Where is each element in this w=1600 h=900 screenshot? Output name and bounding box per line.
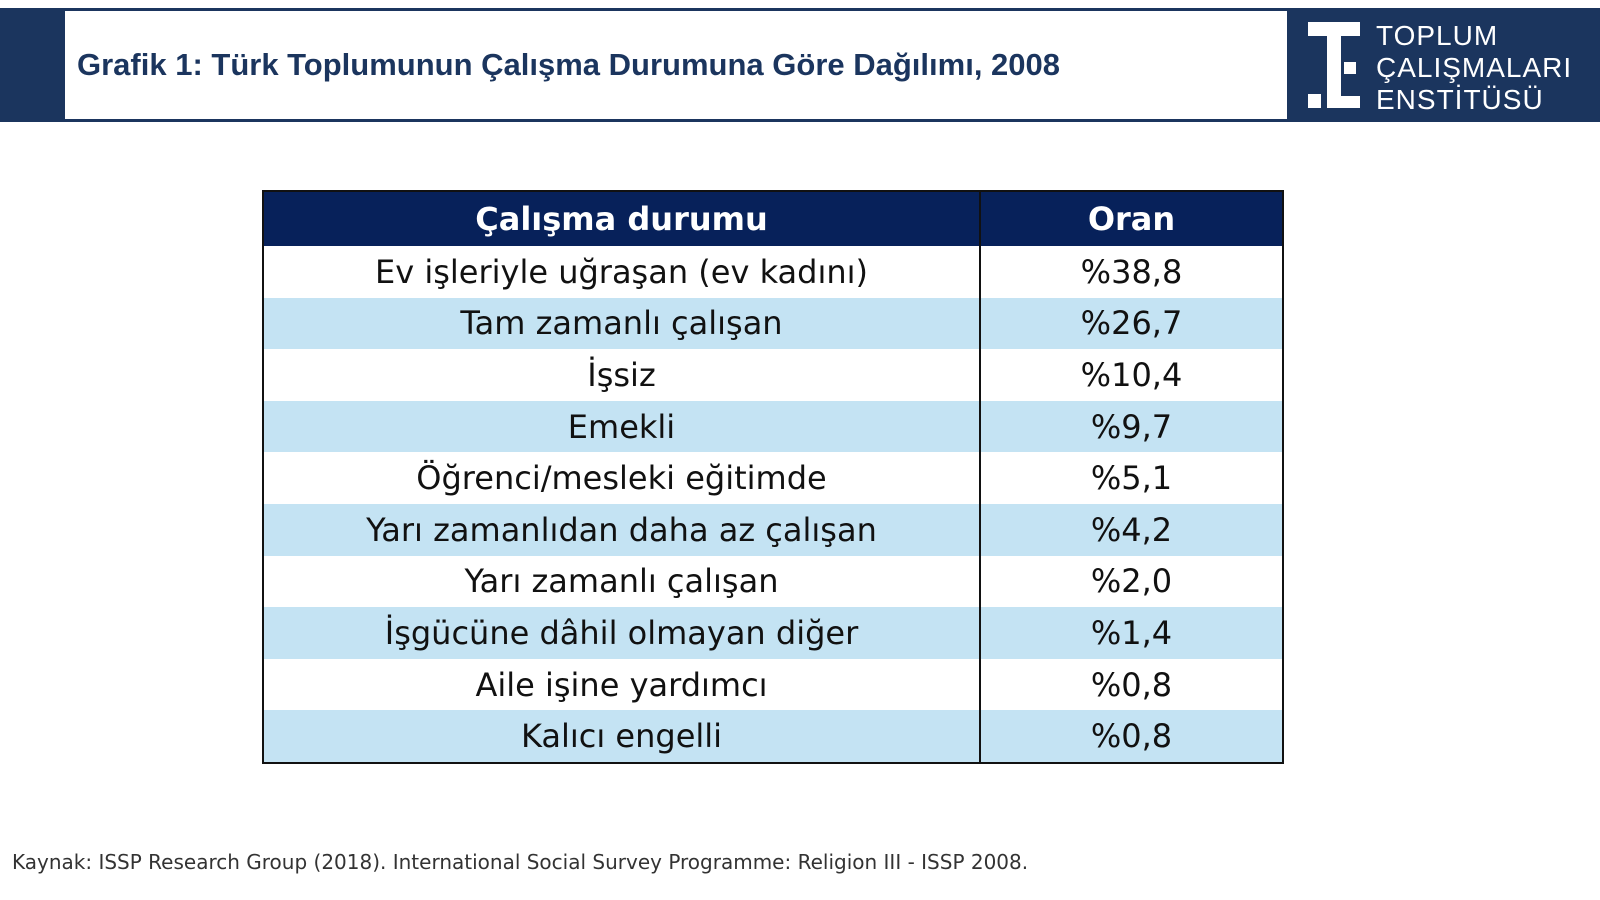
- rate-cell: %10,4: [1080, 355, 1183, 394]
- table-row: Aile işine yardımcı %0,8: [263, 658, 1283, 711]
- status-cell: Emekli: [263, 400, 981, 453]
- table-head: Çalışma durumu Oran: [263, 191, 1283, 246]
- status-cell: Öğrenci/mesleki eğitimde: [263, 452, 981, 504]
- source: Kaynak: ISSP Research Group (2018). Inte…: [12, 850, 1029, 874]
- rate-cell: %26,7: [980, 297, 1283, 350]
- logo-line: ÇALIŞMALARI: [1376, 52, 1573, 83]
- title: Grafik 1: Türk Toplumunun Çalışma Durumu…: [77, 47, 1061, 82]
- table-row: Yarı zamanlıdan daha az çalışan %4,2: [263, 503, 1283, 556]
- table-row: Tam zamanlı çalışan %26,7: [263, 297, 1283, 350]
- status-cell: Yarı zamanlı çalışan: [263, 555, 981, 608]
- status-cell: Ev işleriyle uğraşan (ev kadını): [263, 246, 981, 298]
- status-cell: Tam zamanlı çalışan: [263, 297, 981, 350]
- table-row: Yarı zamanlı çalışan %2,0: [263, 555, 1283, 608]
- logo-line: ENSTİTÜSÜ: [1376, 84, 1544, 115]
- header-bar: Grafik 1: Türk Toplumunun Çalışma Durumu…: [0, 8, 1600, 122]
- logo-line: TOPLUM: [1376, 20, 1499, 51]
- rate-cell: %1,4: [980, 607, 1283, 659]
- logo-icon: [1308, 22, 1360, 108]
- column-header: Çalışma durumu: [263, 191, 981, 246]
- status-cell: İşsiz: [263, 349, 981, 401]
- status-cell: Yarı zamanlıdan daha az çalışan: [263, 503, 981, 556]
- rate-cell: %5,1: [1090, 459, 1173, 498]
- title-box: Grafik 1: Türk Toplumunun Çalışma Durumu…: [65, 11, 1287, 119]
- table-row: İşsiz %10,4: [263, 349, 1283, 401]
- rate-cell: %38,8: [1080, 252, 1183, 291]
- data-table: Çalışma durumu Oran Ev işleriyle uğraşan …: [262, 190, 1284, 764]
- rate-cell: %0,8: [980, 710, 1283, 763]
- table-row: Öğrenci/mesleki eğitimde %5,1: [263, 452, 1283, 504]
- logo: TOPLUM ÇALIŞMALARI ENSTİTÜSÜ: [1308, 18, 1598, 116]
- rate-cell: %9,7: [980, 400, 1283, 453]
- header-row: Çalışma durumu Oran: [263, 191, 1283, 246]
- status-cell: Kalıcı engelli: [263, 710, 981, 763]
- table-row: Kalıcı engelli %0,8: [263, 710, 1283, 763]
- table-row: Emekli %9,7: [263, 400, 1283, 453]
- table-row: İşgücüne dâhil olmayan diğer %1,4: [263, 607, 1283, 659]
- table-body: Ev işleriyle uğraşan (ev kadını) %38,8 Tam…: [263, 246, 1283, 763]
- table-row: Ev işleriyle uğraşan (ev kadını) %38,8: [263, 246, 1283, 298]
- rate-cell: %4,2: [980, 503, 1283, 556]
- logo-text: TOPLUM ÇALIŞMALARI ENSTİTÜSÜ: [1376, 20, 1572, 116]
- status-cell: İşgücüne dâhil olmayan diğer: [263, 607, 981, 659]
- rate-cell: %2,0: [1090, 562, 1173, 601]
- column-header: Oran: [980, 191, 1283, 246]
- status-cell: Aile işine yardımcı: [263, 658, 981, 711]
- rate-cell: %0,8: [1090, 665, 1173, 704]
